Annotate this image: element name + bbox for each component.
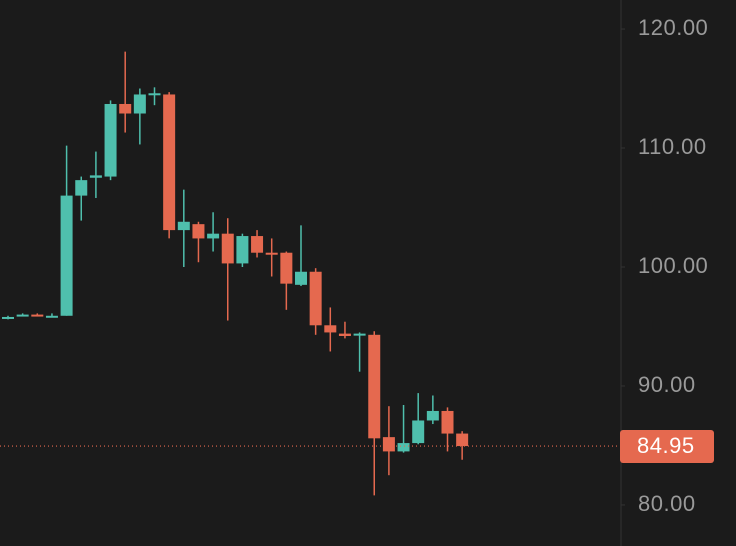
candle-body	[426, 410, 439, 421]
y-tick-label: 80.00	[638, 491, 696, 516]
candle-body	[251, 236, 264, 253]
candle-body	[309, 271, 322, 326]
candle-body	[353, 333, 366, 336]
candle-body	[75, 180, 88, 196]
candle-body	[265, 252, 278, 255]
candle-body	[104, 103, 117, 177]
candle-body	[2, 316, 14, 319]
y-tick-label: 90.00	[638, 372, 696, 397]
candle-body	[192, 224, 205, 239]
last-price-label: 84.95	[637, 433, 695, 458]
candle-body	[221, 233, 234, 264]
candle-body	[412, 420, 425, 444]
candle-body	[89, 175, 102, 178]
candle-body	[280, 252, 293, 284]
candle-body	[163, 94, 176, 231]
candle-body	[338, 333, 351, 336]
candle-body	[368, 334, 381, 439]
candle-body	[133, 94, 146, 114]
y-tick-label: 120.00	[638, 15, 708, 40]
y-tick-label: 110.00	[638, 134, 707, 159]
candle-body	[236, 236, 249, 264]
candle-body	[324, 325, 337, 333]
candle-body	[441, 410, 454, 434]
last-price-box	[620, 430, 714, 464]
candle-body	[16, 314, 29, 317]
candle-body	[382, 437, 395, 452]
candle-body	[45, 315, 58, 318]
y-tick-label: 100.00	[638, 253, 708, 278]
candle-body	[148, 93, 161, 96]
candle-body	[60, 195, 73, 316]
candle-body	[397, 443, 410, 452]
candle-body	[207, 233, 220, 239]
candle-body	[31, 314, 44, 317]
candle-body	[295, 271, 307, 285]
candle-body	[119, 103, 132, 114]
candle-body	[177, 221, 190, 231]
candle-body	[456, 433, 469, 447]
